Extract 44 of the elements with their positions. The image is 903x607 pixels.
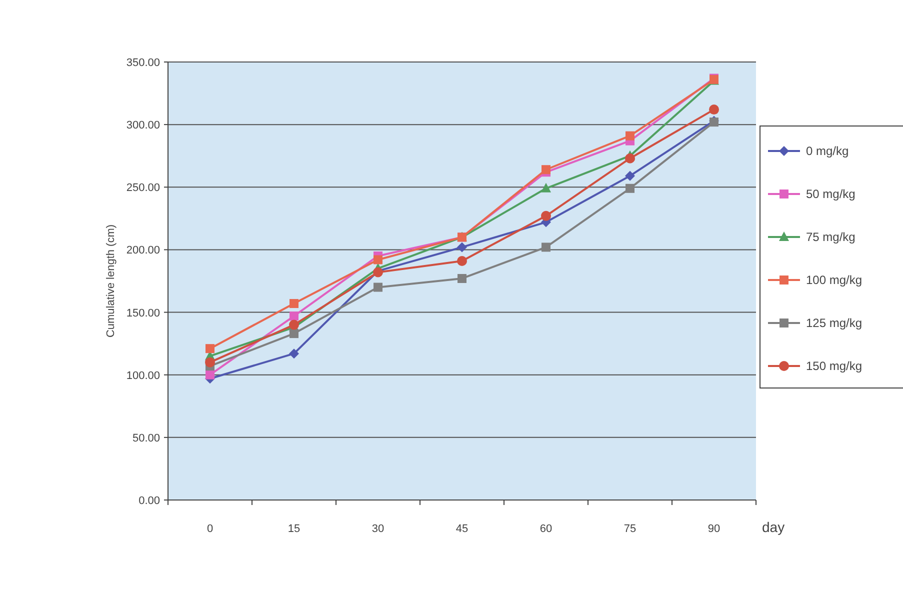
- y-tick-label: 200.00: [126, 244, 160, 257]
- x-tick-label: 60: [540, 523, 552, 535]
- y-tick-label: 350.00: [126, 57, 160, 69]
- x-tick-label: 45: [456, 523, 468, 535]
- point: [374, 255, 382, 264]
- x-tick-label: 90: [708, 523, 720, 535]
- legend-label: 75 mg/kg: [806, 230, 856, 244]
- point: [290, 312, 298, 321]
- y-tick-label: 150.00: [126, 307, 160, 320]
- point: [374, 282, 382, 292]
- point: [457, 256, 467, 266]
- y-tick-label: 300.00: [126, 120, 160, 132]
- legend-label: 0 mg/kg: [806, 144, 849, 158]
- point: [541, 210, 551, 221]
- point: [626, 131, 634, 140]
- legend-label: 50 mg/kg: [806, 187, 856, 201]
- legend-label: 100 mg/kg: [806, 273, 862, 287]
- legend-label: 150 mg/kg: [806, 359, 862, 373]
- point: [205, 357, 215, 368]
- point: [625, 153, 635, 164]
- y-tick-label: 50.00: [132, 432, 160, 444]
- point: [289, 348, 299, 359]
- point: [290, 329, 298, 338]
- point: [541, 182, 551, 192]
- point: [626, 184, 634, 193]
- x-tick-label: 30: [372, 523, 384, 535]
- point: [542, 242, 550, 252]
- y-axis-title: Cumulative length (cm): [105, 224, 117, 338]
- x-tick-label: 0: [206, 523, 214, 535]
- y-tick-label: 250.00: [126, 182, 160, 194]
- x-axis-title: day: [762, 519, 785, 535]
- point: [457, 242, 467, 252]
- point: [290, 299, 298, 308]
- point: [206, 370, 214, 380]
- point: [458, 274, 466, 283]
- legend-label: 125 mg/kg: [806, 316, 862, 330]
- point: [206, 344, 214, 354]
- y-tick-label: 100.00: [126, 370, 160, 382]
- x-tick-label: 15: [288, 523, 300, 535]
- point: [709, 104, 719, 115]
- point: [542, 165, 550, 174]
- x-tick-label: 75: [624, 523, 636, 535]
- point: [625, 170, 635, 181]
- y-tick-label: 0.00: [138, 495, 160, 507]
